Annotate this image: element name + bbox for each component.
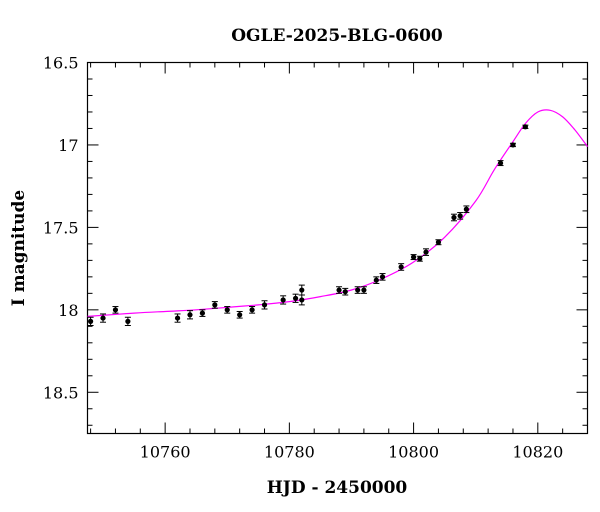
data-marker <box>299 297 305 303</box>
data-point <box>509 142 516 148</box>
data-point <box>410 254 417 261</box>
data-marker <box>292 295 299 301</box>
y-tick-label: 16.5 <box>43 54 79 73</box>
data-point <box>379 273 386 281</box>
data-point <box>373 276 380 284</box>
x-tick-label: 10820 <box>512 443 563 462</box>
data-point <box>522 124 529 130</box>
data-point <box>457 212 464 220</box>
data-point <box>298 294 305 306</box>
data-marker <box>100 315 106 321</box>
data-point <box>463 205 470 214</box>
data-marker <box>398 264 404 270</box>
data-point <box>211 301 218 309</box>
data-point <box>186 310 193 320</box>
data-point <box>336 286 343 294</box>
data-marker <box>463 206 469 212</box>
data-marker <box>125 318 131 324</box>
data-point <box>249 306 256 314</box>
tick-labels: 10760 10780 10800 10820 16.5 17 17.5 18 18.5 <box>43 54 563 462</box>
data-point <box>224 306 231 314</box>
data-marker <box>280 297 286 303</box>
data-point <box>280 295 287 305</box>
y-tick-label: 18.5 <box>43 383 79 402</box>
data-marker <box>451 214 457 221</box>
data-point <box>236 310 243 319</box>
y-tick-label: 18 <box>58 301 78 320</box>
data-point <box>354 286 361 294</box>
y-tick-label: 17 <box>58 136 78 155</box>
data-point <box>398 263 405 271</box>
data-point <box>100 313 107 323</box>
data-marker <box>237 312 243 318</box>
data-point <box>423 248 430 256</box>
x-tick-label: 10800 <box>388 443 439 462</box>
data-point <box>450 213 457 222</box>
data-point <box>112 306 119 314</box>
data-point <box>416 255 423 262</box>
data-marker <box>88 318 94 324</box>
y-axis-label: I magnitude <box>9 190 29 307</box>
data-marker <box>417 256 423 262</box>
data-marker <box>522 124 528 130</box>
data-point <box>199 309 206 317</box>
data-point <box>292 293 299 303</box>
data-point <box>497 160 504 167</box>
data-point <box>342 287 349 296</box>
axis-ticks <box>87 62 588 434</box>
y-tick-label: 17.5 <box>43 218 79 237</box>
data-point <box>87 316 94 326</box>
data-points-layer <box>87 124 529 326</box>
data-marker <box>299 287 305 293</box>
data-marker <box>361 287 367 293</box>
data-marker <box>510 142 516 148</box>
chart-title: OGLE-2025-BLG-0600 <box>231 26 443 46</box>
x-axis-label: HJD - 2450000 <box>267 478 408 498</box>
data-marker <box>187 312 193 318</box>
model-curve-layer <box>87 109 588 317</box>
data-marker <box>355 287 361 293</box>
model-curve <box>87 109 588 317</box>
data-marker <box>261 302 268 308</box>
plot-frame <box>86 61 589 435</box>
data-point <box>298 284 305 296</box>
data-marker <box>379 274 386 280</box>
data-marker <box>174 315 181 321</box>
data-marker <box>249 307 255 313</box>
data-marker <box>224 307 230 313</box>
data-marker <box>457 213 463 219</box>
data-marker <box>199 310 206 316</box>
x-tick-label: 10760 <box>140 443 191 462</box>
data-marker <box>373 277 379 283</box>
data-point <box>124 316 131 326</box>
data-marker <box>336 287 342 293</box>
data-point <box>435 239 442 246</box>
data-marker <box>410 254 417 260</box>
data-point <box>174 313 181 323</box>
x-tick-label: 10780 <box>264 443 315 462</box>
data-marker <box>342 289 348 295</box>
data-marker <box>497 160 504 166</box>
data-point <box>360 286 367 294</box>
data-point <box>261 300 268 310</box>
data-marker <box>435 239 442 245</box>
data-marker <box>212 302 218 308</box>
data-marker <box>112 307 119 313</box>
data-marker <box>423 249 429 255</box>
